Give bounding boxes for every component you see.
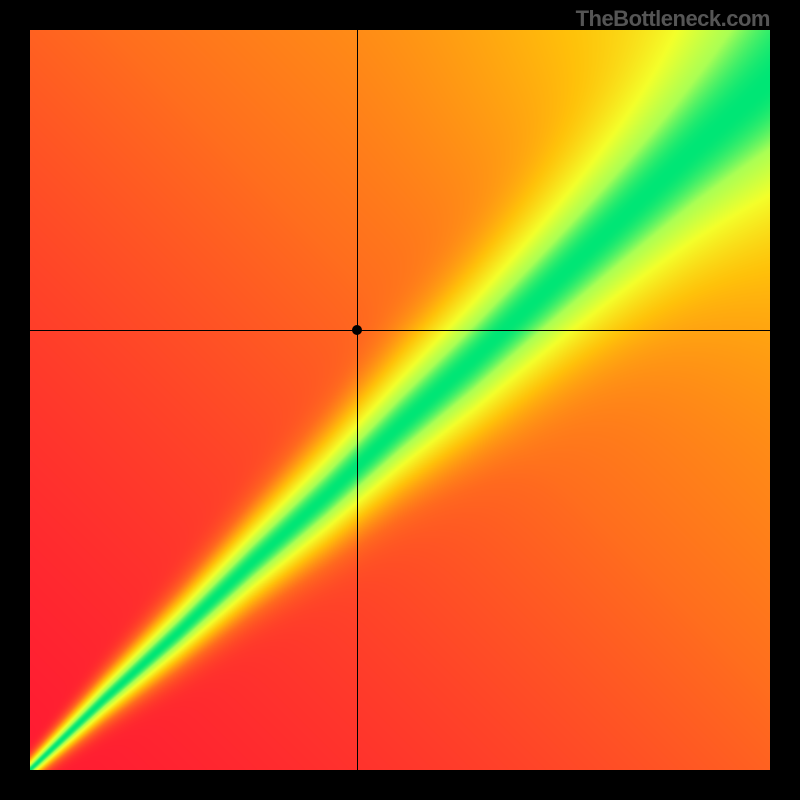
crosshair-vertical xyxy=(357,30,358,770)
watermark-text: TheBottleneck.com xyxy=(576,6,770,32)
heatmap-plot xyxy=(30,30,770,770)
crosshair-horizontal xyxy=(30,330,770,331)
heatmap-canvas xyxy=(30,30,770,770)
bottleneck-marker xyxy=(352,325,362,335)
